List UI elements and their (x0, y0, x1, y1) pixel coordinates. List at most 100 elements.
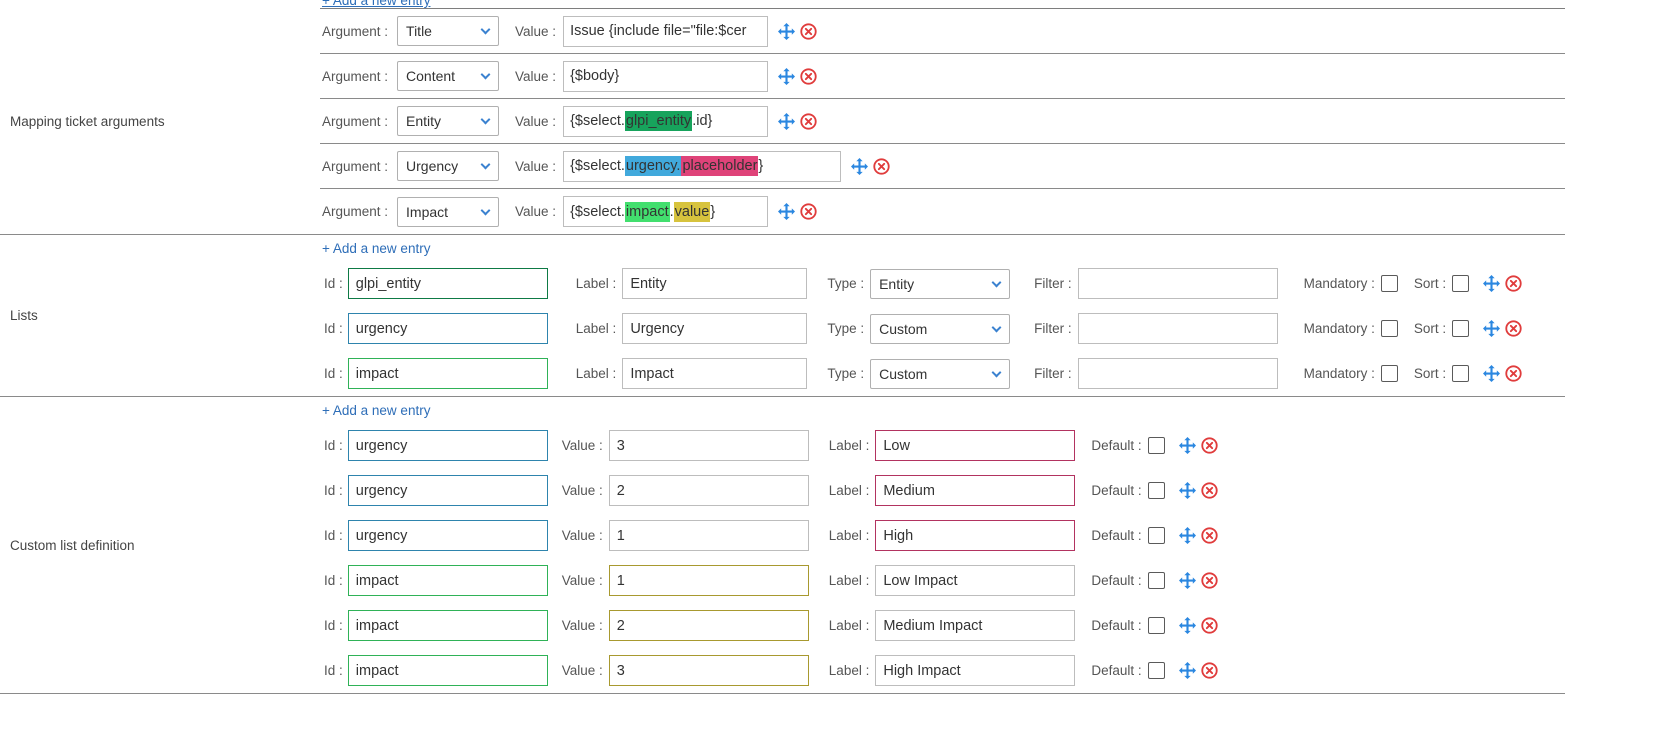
value-label: Value : (561, 618, 603, 633)
delete-icon[interactable] (800, 67, 817, 85)
value-input[interactable]: {$select. glpi_entity .id} (563, 105, 769, 137)
default-checkbox[interactable] (1147, 617, 1165, 634)
argument-row: Argument : Title Value : Issue {include fil… (320, 9, 1565, 54)
move-icon[interactable] (1178, 482, 1196, 499)
id-input[interactable] (347, 655, 548, 686)
argument-select[interactable]: Content (397, 61, 500, 91)
type-select[interactable]: Entity (870, 268, 1011, 299)
delete-icon[interactable] (1200, 482, 1218, 499)
delete-icon[interactable] (800, 203, 817, 220)
delete-icon[interactable] (1200, 572, 1218, 589)
id-input[interactable] (347, 520, 548, 551)
default-checkbox[interactable] (1147, 662, 1165, 679)
lists-rows: Id : Label : Type : Entity Filter : Mandatory… (320, 261, 1565, 396)
filter-input[interactable] (1077, 313, 1278, 344)
value-highlight: glpi_entity (624, 111, 693, 131)
move-icon[interactable] (1483, 320, 1501, 337)
argument-row: Argument : Entity Value : {$select. glpi_ent… (320, 99, 1565, 144)
label-input[interactable] (622, 268, 808, 299)
default-checkbox[interactable] (1147, 527, 1165, 544)
label-input[interactable] (875, 565, 1076, 596)
move-icon[interactable] (1178, 662, 1196, 679)
label-input[interactable] (875, 655, 1076, 686)
id-input[interactable] (347, 430, 548, 461)
delete-icon[interactable] (1200, 437, 1218, 454)
id-input[interactable] (347, 610, 548, 641)
value-input[interactable] (608, 565, 809, 596)
move-icon[interactable] (1178, 527, 1196, 544)
label-label: Label : (575, 321, 617, 336)
id-input[interactable] (347, 475, 548, 506)
argument-select[interactable]: Impact (397, 196, 500, 227)
argument-label: Argument : (322, 68, 389, 84)
label-input[interactable] (622, 358, 808, 389)
value-input[interactable]: {$select. impact. value} (563, 196, 769, 227)
default-checkbox[interactable] (1147, 572, 1165, 589)
label-input[interactable] (622, 313, 808, 344)
argument-select[interactable]: Urgency (397, 151, 500, 181)
sort-checkbox[interactable] (1452, 365, 1470, 382)
label-input[interactable] (875, 610, 1076, 641)
value-highlight: urgency. (624, 156, 682, 176)
value-input[interactable] (608, 520, 809, 551)
move-icon[interactable] (1178, 437, 1196, 454)
sort-checkbox[interactable] (1452, 320, 1470, 337)
mandatory-checkbox[interactable] (1380, 320, 1398, 337)
label-label: Label : (828, 528, 870, 543)
delete-icon[interactable] (1200, 617, 1218, 634)
filter-input[interactable] (1077, 358, 1278, 389)
delete-icon[interactable] (1505, 275, 1522, 292)
id-input[interactable] (347, 313, 548, 344)
label-input[interactable] (875, 475, 1076, 506)
delete-icon[interactable] (873, 157, 890, 175)
move-icon[interactable] (1178, 572, 1196, 589)
move-icon[interactable] (1483, 365, 1501, 382)
sort-checkbox[interactable] (1452, 275, 1470, 292)
id-input[interactable] (347, 358, 548, 389)
move-icon[interactable] (851, 157, 869, 175)
move-icon[interactable] (778, 22, 796, 40)
value-input[interactable] (608, 610, 809, 641)
delete-icon[interactable] (1505, 365, 1522, 382)
list-row: Id : Label : Type : Custom Filter : Mandatory… (320, 306, 1565, 351)
type-label: Type : (827, 366, 865, 381)
filter-input[interactable] (1077, 268, 1278, 299)
value-input[interactable] (608, 430, 809, 461)
chevron-down-icon (991, 367, 1002, 377)
default-label: Default : (1091, 438, 1142, 453)
selected-option: Entity (406, 113, 442, 129)
move-icon[interactable] (778, 203, 796, 220)
delete-icon[interactable] (1505, 320, 1522, 337)
add-entry-link[interactable]: + Add a new entry (322, 0, 431, 8)
delete-icon[interactable] (800, 112, 817, 130)
chevron-down-icon (480, 205, 491, 215)
section-lists: Lists + Add a new entry Id : Label : Type … (0, 235, 1565, 397)
value-input[interactable]: {$body} (563, 60, 769, 92)
value-input[interactable] (608, 475, 809, 506)
value-input[interactable]: Issue {include file="file:$cer (563, 15, 769, 47)
label-input[interactable] (875, 430, 1076, 461)
label-input[interactable] (875, 520, 1076, 551)
default-checkbox[interactable] (1147, 482, 1165, 499)
value-input[interactable]: {$select. urgency. placeholder} (563, 150, 842, 182)
argument-select[interactable]: Entity (397, 106, 500, 136)
type-select[interactable]: Custom (870, 313, 1011, 344)
move-icon[interactable] (778, 112, 796, 130)
id-input[interactable] (347, 565, 548, 596)
move-icon[interactable] (778, 67, 796, 85)
add-entry-link[interactable]: + Add a new entry (322, 402, 431, 418)
move-icon[interactable] (1483, 275, 1501, 292)
mandatory-checkbox[interactable] (1380, 275, 1398, 292)
argument-select[interactable]: Title (397, 16, 500, 46)
default-checkbox[interactable] (1147, 437, 1165, 454)
move-icon[interactable] (1178, 617, 1196, 634)
delete-icon[interactable] (1200, 662, 1218, 679)
mandatory-checkbox[interactable] (1380, 365, 1398, 382)
delete-icon[interactable] (800, 22, 817, 40)
delete-icon[interactable] (1200, 527, 1218, 544)
chevron-down-icon (991, 277, 1002, 287)
id-input[interactable] (347, 268, 548, 299)
add-entry-link[interactable]: + Add a new entry (322, 240, 431, 256)
value-input[interactable] (608, 655, 809, 686)
type-select[interactable]: Custom (870, 358, 1011, 389)
